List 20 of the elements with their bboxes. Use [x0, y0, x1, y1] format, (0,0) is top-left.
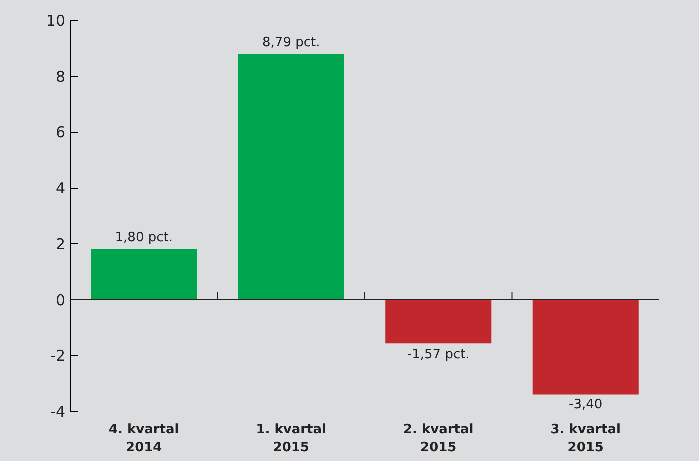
- data-label: -1,57 pct.: [407, 348, 470, 363]
- data-label: 1,80 pct.: [115, 230, 173, 246]
- y-tick-label: -2: [50, 347, 66, 366]
- x-tick-label: 4. kvartal 2014: [108, 422, 180, 456]
- y-tick-label: 10: [46, 12, 66, 30]
- x-tick-label: 2. kvartal 2015: [403, 422, 474, 456]
- x-tick-label: 1. kvartal 2015: [256, 422, 327, 456]
- data-label: -3,40: [569, 398, 603, 413]
- y-tick-label: 2: [56, 235, 66, 254]
- y-tick-label: -4: [50, 403, 66, 421]
- y-tick-label: 0: [56, 291, 66, 310]
- bar: [238, 54, 344, 300]
- y-tick-label: 6: [56, 124, 66, 142]
- y-tick-label: 8: [56, 68, 66, 86]
- x-tick-label: 3. kvartal 2015: [550, 422, 622, 456]
- data-label: 8,79 pct.: [262, 35, 320, 50]
- bar: [386, 300, 492, 344]
- bar: [532, 300, 639, 395]
- y-tick-label: 4: [56, 180, 66, 198]
- bar: [91, 250, 198, 300]
